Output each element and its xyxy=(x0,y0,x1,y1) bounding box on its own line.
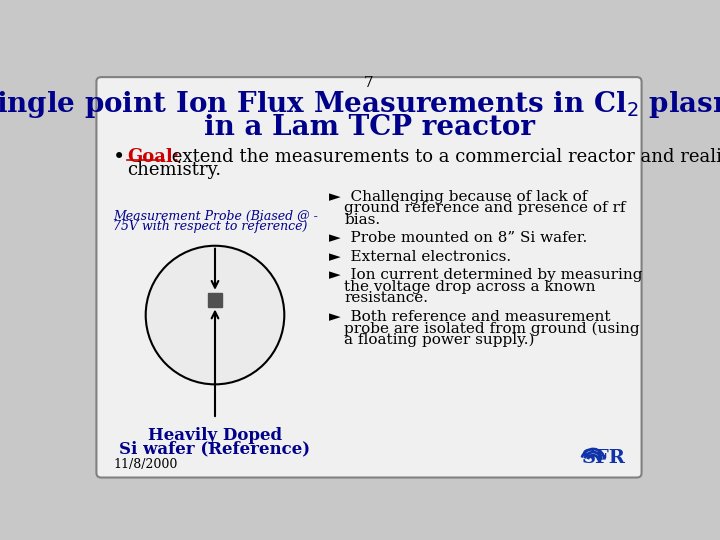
Text: Si wafer (Reference): Si wafer (Reference) xyxy=(120,441,310,457)
Text: SFR: SFR xyxy=(582,449,626,467)
Text: ►  Probe mounted on 8” Si wafer.: ► Probe mounted on 8” Si wafer. xyxy=(329,231,588,245)
Text: ground reference and presence of rf: ground reference and presence of rf xyxy=(344,201,626,215)
Text: the voltage drop across a known: the voltage drop across a known xyxy=(344,280,596,294)
Text: ►  Ion current determined by measuring: ► Ion current determined by measuring xyxy=(329,268,642,282)
Text: resistance.: resistance. xyxy=(344,291,428,305)
Text: 11/8/2000: 11/8/2000 xyxy=(113,458,178,471)
Text: 75V with respect to reference): 75V with respect to reference) xyxy=(113,220,307,233)
Text: ►  External electronics.: ► External electronics. xyxy=(329,249,511,264)
Circle shape xyxy=(145,246,284,384)
Text: Goal:: Goal: xyxy=(127,148,179,166)
Text: extend the measurements to a commercial reactor and realistic: extend the measurements to a commercial … xyxy=(166,148,720,166)
Text: Heavily Doped: Heavily Doped xyxy=(148,427,282,444)
Text: chemistry.: chemistry. xyxy=(127,161,221,179)
Text: probe are isolated from ground (using: probe are isolated from ground (using xyxy=(344,321,640,335)
Text: a floating power supply.): a floating power supply.) xyxy=(344,333,535,347)
Text: •: • xyxy=(113,148,125,167)
FancyBboxPatch shape xyxy=(96,77,642,477)
Text: Single point Ion Flux Measurements in Cl$_2$ plasma: Single point Ion Flux Measurements in Cl… xyxy=(0,89,720,120)
Text: Measurement Probe (Biased @ -: Measurement Probe (Biased @ - xyxy=(113,210,318,222)
Text: in a Lam TCP reactor: in a Lam TCP reactor xyxy=(204,114,534,141)
Text: bias.: bias. xyxy=(344,213,380,227)
Bar xyxy=(208,293,222,307)
Text: ►  Challenging because of lack of: ► Challenging because of lack of xyxy=(329,190,588,204)
Text: 7: 7 xyxy=(364,76,374,90)
Text: ►  Both reference and measurement: ► Both reference and measurement xyxy=(329,309,611,323)
